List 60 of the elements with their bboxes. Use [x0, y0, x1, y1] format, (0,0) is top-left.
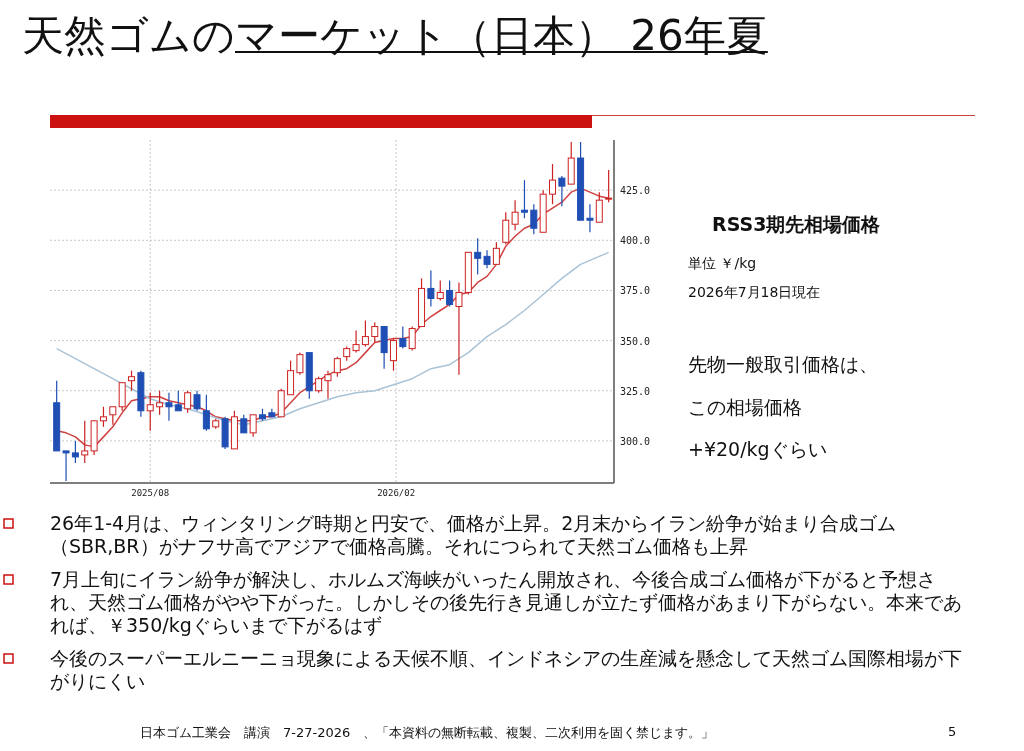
candlestick: [128, 370, 136, 392]
chart-title: 天然ゴムのマーケット（日本） 26年夏: [22, 11, 768, 60]
candlestick: [240, 414, 248, 434]
candlestick: [165, 392, 173, 422]
candlestick: [520, 179, 528, 219]
candlestick: [352, 329, 360, 354]
candlestick: [446, 279, 454, 308]
candlestick: [146, 392, 154, 432]
candlestick: [502, 211, 510, 245]
candlestick: [71, 440, 79, 464]
candlestick: [156, 390, 164, 416]
text: 先物一般取引価格は、: [688, 352, 878, 377]
y-tick-label: 300.0: [620, 435, 651, 447]
text: 26年1-4月は、ウィンタリング時期と円安で、価格が上昇。2月末からイラン紛争が始まり合成ゴム（SBR,BR）がナフサ高でアジアで価格高騰。それにつられて天然ゴム価格も上昇: [50, 512, 898, 558]
candlestick: [361, 319, 369, 348]
candlestick: [474, 237, 482, 275]
text: 日本ゴム工業会 講演 7-27-2026 、「本資料の無断転載、複製、二次利用を固く禁じます。」: [140, 724, 715, 742]
candlestick: [202, 394, 210, 432]
candlestick: [324, 370, 332, 400]
candlestick: [184, 390, 192, 414]
candlestick: [605, 169, 613, 203]
text: 5: [948, 724, 957, 739]
candlestick: [492, 241, 500, 265]
candlestick: [408, 325, 416, 352]
candlestick: [389, 337, 397, 372]
candlestick: [371, 321, 379, 344]
candlestick: [549, 163, 557, 205]
candlestick: [174, 390, 182, 412]
y-tick-label: 350.0: [620, 335, 651, 347]
candlestick: [530, 203, 538, 235]
candlestick: [296, 352, 304, 376]
candlestick: [193, 390, 201, 412]
text: この相場価格: [688, 395, 802, 420]
y-tick-label: 425.0: [620, 185, 651, 197]
candlestick: [595, 191, 603, 223]
candlestick: [436, 279, 444, 302]
candlestick: [483, 249, 491, 269]
y-tick-label: 375.0: [620, 285, 651, 297]
candlestick: [455, 281, 463, 376]
text: +¥20/kgぐらい: [688, 437, 827, 462]
y-tick-label: 400.0: [620, 235, 651, 247]
candlestick: [586, 203, 594, 233]
candlestick: [511, 199, 519, 231]
text: 単位 ￥/kg: [688, 255, 757, 273]
text: 7月上旬にイラン紛争が解決し、ホルムズ海峡がいったん開放され、今後合成ゴム価格が下がると予想され、天然ゴム価格がやや下がった。しかしその後先行き見通しが立たず価格があまり下がらない。本来であれば、￥350/kgぐらいまで下がるはず: [50, 568, 963, 637]
candlestick: [99, 406, 107, 428]
candlestick: [109, 406, 117, 426]
text: 今後のスーパーエルニーニョ現象による天候不順、インドネシアの生産減を懸念して天然ゴム国際相場が下がりにくい: [50, 647, 963, 693]
candlestick: [558, 175, 566, 207]
text: RSS3期先相場価格: [712, 212, 881, 237]
candlestick: [333, 356, 341, 378]
text: 2026年7月18日現在: [688, 284, 821, 302]
candlestick: [81, 420, 89, 464]
candlestick: [399, 325, 407, 350]
y-tick-label: 325.0: [620, 385, 651, 397]
x-tick-label: 2025/08: [131, 488, 170, 498]
candlestick: [62, 450, 70, 482]
x-tick-label: 2026/02: [377, 488, 416, 498]
candlestick: [249, 414, 257, 438]
candlestick: [427, 269, 435, 308]
